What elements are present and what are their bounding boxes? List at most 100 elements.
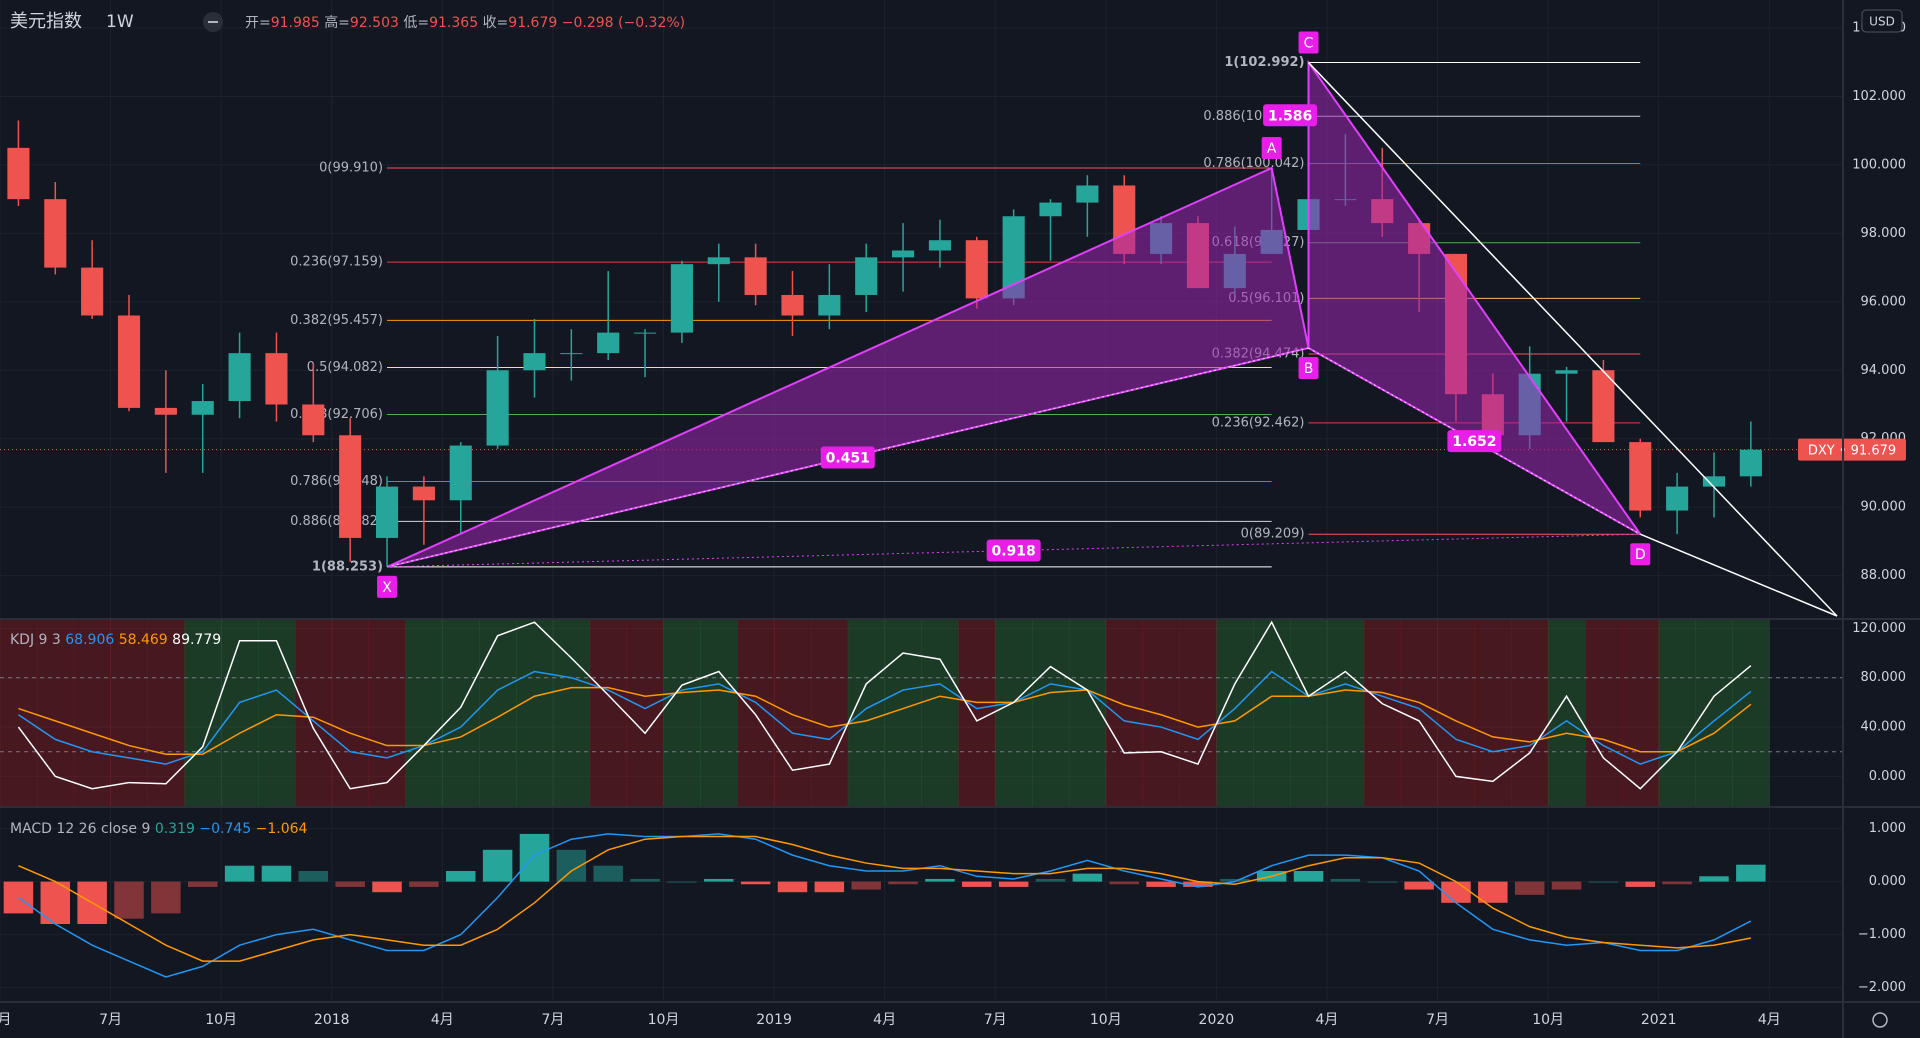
candle-body	[191, 401, 214, 415]
regime-band	[1105, 620, 1144, 806]
regime-band	[258, 620, 296, 806]
regime-band	[847, 620, 886, 806]
legend-value: 68.906	[65, 632, 114, 648]
regime-band	[479, 620, 517, 806]
regime-band	[1179, 620, 1217, 806]
regime-band	[1511, 620, 1549, 806]
point-badge	[1261, 137, 1282, 160]
candle-body	[265, 353, 288, 405]
regime-band	[626, 620, 664, 806]
histogram-bar	[1220, 878, 1250, 882]
x-tick-label: 2020	[1199, 1012, 1235, 1028]
price-tag-part: 91.679	[1851, 443, 1897, 458]
indicator-line	[18, 670, 1752, 765]
point-badge	[1298, 357, 1319, 380]
candle-body	[117, 315, 141, 408]
ratio-badge	[1447, 430, 1502, 453]
x-tick-label: 2018	[314, 1012, 350, 1028]
point-badge	[377, 575, 398, 598]
regime-band	[810, 620, 849, 806]
histogram-bar	[1109, 881, 1139, 885]
regime-band	[921, 620, 959, 806]
regime-band	[589, 620, 628, 806]
regime-band	[405, 620, 443, 806]
regime-band	[36, 620, 75, 806]
histogram-bar	[740, 881, 771, 885]
regime-band	[958, 620, 996, 806]
legend-value: −0.745	[199, 821, 251, 837]
kdj-pane	[0, 620, 1843, 806]
ratio-label: 0.451	[826, 450, 870, 466]
candle-body	[302, 404, 325, 436]
x-tick-label: 10月	[1090, 1012, 1122, 1028]
x-tick-label: 2019	[756, 1012, 792, 1028]
histogram-bar	[1367, 881, 1397, 883]
point-label: X	[382, 580, 392, 596]
regime-band	[442, 620, 480, 806]
candle-body	[154, 407, 177, 415]
candle-body	[523, 353, 546, 371]
regime-band	[1290, 620, 1328, 806]
legend-value: 58.469	[119, 632, 168, 648]
candle-body	[597, 332, 620, 354]
candle-body	[928, 240, 951, 251]
regime-band	[1032, 620, 1070, 806]
ohlc-value: 91.365	[429, 15, 478, 31]
histogram-bar	[814, 881, 845, 893]
indicator-line	[17, 833, 1752, 978]
point-label: D	[1635, 547, 1646, 563]
point-label: C	[1304, 36, 1314, 52]
y-tick-label: 94.000	[1861, 363, 1907, 378]
candle-body	[81, 267, 104, 316]
regime-band	[147, 620, 185, 806]
candle-body	[44, 199, 67, 268]
fib-label: 0.786(100.042)	[1203, 156, 1304, 171]
histogram-bar	[1625, 881, 1656, 887]
y-tick-label: 98.000	[1861, 226, 1907, 241]
ratio-badge	[820, 446, 875, 469]
histogram-bar	[1551, 881, 1582, 890]
histogram-bar	[593, 865, 623, 882]
regime-band	[368, 620, 406, 806]
y-tick-label: 0.000	[1869, 769, 1906, 784]
regime-band	[552, 620, 591, 806]
currency-box[interactable]	[1861, 9, 1903, 33]
histogram-bar	[335, 881, 365, 887]
y-tick-label: 90.000	[1861, 500, 1907, 515]
change: −0.298 (−0.32%)	[562, 15, 685, 31]
candle-body	[1702, 476, 1726, 487]
regime-band	[1695, 620, 1733, 806]
candle-body	[1666, 486, 1689, 511]
x-tick-label: 4月	[0, 1012, 11, 1028]
regime-band	[1326, 620, 1365, 806]
regime-band	[1363, 620, 1402, 806]
candle-body	[1039, 202, 1062, 217]
legend-value: 0.319	[155, 821, 195, 837]
histogram-bar	[261, 865, 292, 882]
price-tag	[1798, 438, 1906, 461]
regime-band	[1474, 620, 1512, 806]
settings-icon[interactable]	[1872, 1012, 1888, 1028]
regime-band	[774, 620, 812, 806]
currency: USD	[1869, 15, 1895, 29]
candle-body	[781, 294, 804, 316]
price-tag-text: DXY • 91.679	[1808, 443, 1896, 458]
candle-body	[412, 486, 435, 501]
indicator-title: MACD 12 26 close 9	[10, 821, 150, 837]
ratio-label: 1.586	[1268, 108, 1312, 124]
x-tick-label: 10月	[205, 1012, 237, 1028]
regime-band	[663, 620, 701, 806]
candle-body	[1076, 185, 1099, 203]
histogram-bar	[962, 881, 992, 887]
y-tick-label: 40.000	[1861, 720, 1907, 735]
histogram-bar	[1146, 881, 1176, 887]
regime-band	[1584, 620, 1623, 806]
candle-body	[375, 486, 399, 538]
histogram-bar	[224, 865, 255, 882]
regime-band	[700, 620, 738, 806]
ohlc-label: 高=	[324, 14, 350, 31]
fib-label: 1(102.992)	[1224, 55, 1304, 70]
candle-body	[1592, 370, 1615, 443]
